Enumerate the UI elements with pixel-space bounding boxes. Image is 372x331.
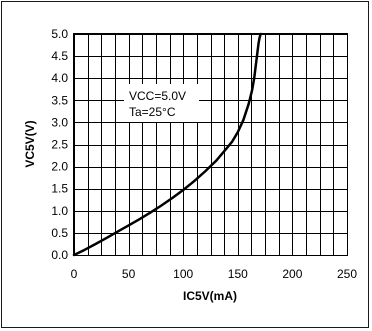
y-tick-label: 3.5 bbox=[51, 93, 68, 107]
y-axis-title: VC5V(V) bbox=[23, 120, 37, 167]
x-tick-label: 0 bbox=[71, 267, 78, 281]
x-tick-label: 100 bbox=[173, 267, 193, 281]
y-tick-label: 1.0 bbox=[51, 204, 68, 218]
tick-labels: 0 50 100 150 200 250 0.0 0.5 1.0 1.5 2.0 2.5 3.0 3.5 4… bbox=[51, 27, 357, 281]
y-tick-label: 0.0 bbox=[51, 248, 68, 262]
y-tick-label: 5.0 bbox=[51, 27, 68, 41]
y-tick-label: 2.5 bbox=[51, 138, 68, 152]
grid-lines bbox=[74, 34, 348, 256]
x-tick-label: 200 bbox=[282, 267, 302, 281]
series-line bbox=[72, 32, 262, 257]
y-tick-label: 2.0 bbox=[51, 160, 68, 174]
annotation-line-2: Ta=25°C bbox=[129, 105, 176, 119]
x-tick-label: 250 bbox=[337, 267, 357, 281]
annotation-line-1: VCC=5.0V bbox=[129, 89, 186, 103]
plot-area-border bbox=[73, 33, 348, 256]
series-layer bbox=[72, 32, 262, 257]
chart-frame bbox=[1, 1, 369, 328]
y-tick-label: 1.5 bbox=[51, 182, 68, 196]
x-tick-label: 150 bbox=[228, 267, 248, 281]
y-tick-label: 3.0 bbox=[51, 115, 68, 129]
x-tick-label: 50 bbox=[122, 267, 136, 281]
annotation-box: VCC=5.0V Ta=25°C bbox=[124, 84, 199, 122]
annotation-background bbox=[124, 84, 199, 122]
y-tick-label: 0.5 bbox=[51, 226, 68, 240]
y-tick-label: 4.5 bbox=[51, 49, 68, 63]
x-axis-title: IC5V(mA) bbox=[183, 289, 237, 303]
y-tick-label: 4.0 bbox=[51, 71, 68, 85]
